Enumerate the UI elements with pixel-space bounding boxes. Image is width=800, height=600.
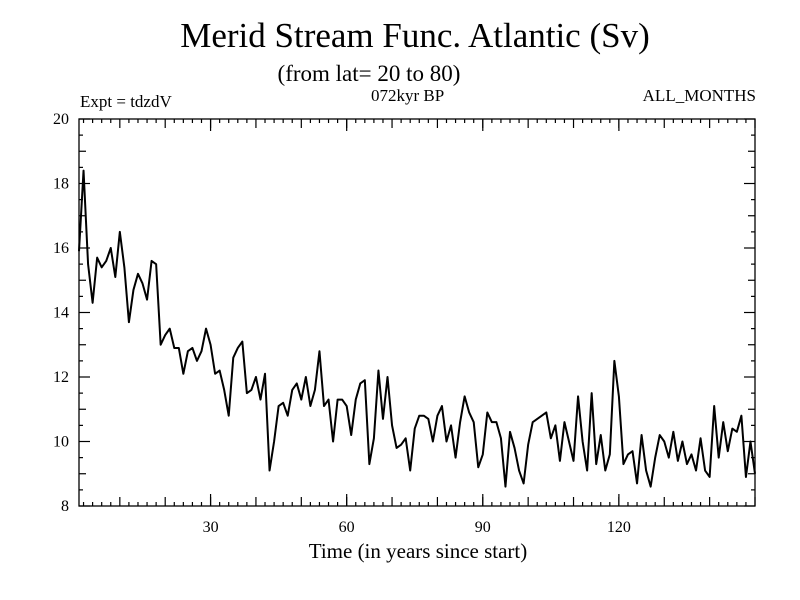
tick-label-group: 30 60 90 120 8 10 12 14 16 18 20 — [53, 111, 631, 536]
x-tick-label: 30 — [203, 519, 219, 536]
series-line — [78, 169, 756, 488]
y-tick-label: 12 — [53, 369, 69, 386]
y-tick-label: 14 — [53, 305, 69, 322]
y-tick-label: 18 — [53, 176, 69, 193]
tick-group — [79, 118, 756, 507]
plot-frame — [78, 118, 756, 507]
x-tick-label: 90 — [475, 519, 491, 536]
y-tick-label: 16 — [53, 240, 69, 257]
chart-title: Merid Stream Func. Atlantic (Sv) — [180, 16, 650, 55]
x-tick-label: 120 — [607, 519, 631, 536]
y-tick-label: 8 — [61, 498, 69, 515]
chart-subtitle: (from lat= 20 to 80) — [277, 61, 461, 86]
experiment-label: Expt = tdzdV — [80, 92, 172, 111]
x-tick-label: 60 — [339, 519, 355, 536]
y-tick-label: 20 — [53, 111, 69, 128]
x-axis-label: Time (in years since start) — [309, 539, 528, 563]
period-label: 072kyr BP — [371, 86, 445, 105]
months-label: ALL_MONTHS — [642, 86, 756, 105]
y-tick-label: 10 — [53, 434, 69, 451]
